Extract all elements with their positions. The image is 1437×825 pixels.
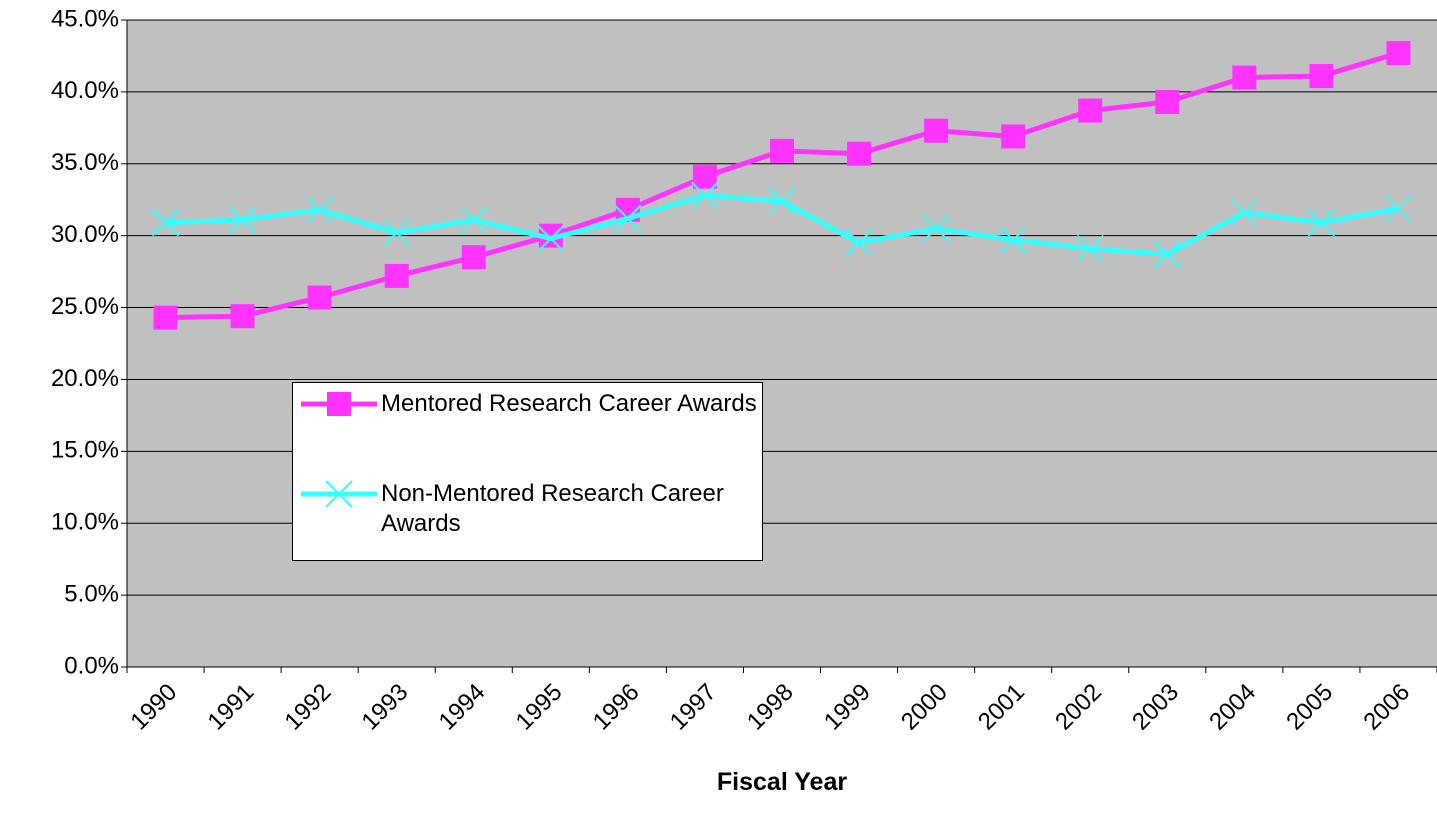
x-tick-label: 2004 xyxy=(1204,679,1261,736)
marker xyxy=(1076,234,1104,263)
x-tick-label: 1990 xyxy=(125,679,182,736)
y-tick-label: 25.0% xyxy=(51,293,119,320)
y-tick-label: 20.0% xyxy=(51,365,119,392)
marker xyxy=(1001,124,1026,149)
x-tick-label: 2003 xyxy=(1127,679,1184,736)
marker xyxy=(1230,198,1259,227)
marker xyxy=(999,226,1027,254)
marker xyxy=(1078,98,1103,123)
marker xyxy=(768,187,796,215)
y-tick-label: 45.0% xyxy=(51,5,119,32)
marker xyxy=(691,181,719,210)
marker xyxy=(153,305,178,330)
marker xyxy=(922,214,950,243)
marker xyxy=(1307,209,1336,237)
marker xyxy=(382,219,411,247)
marker xyxy=(1309,64,1334,89)
x-tick-label: 1992 xyxy=(280,679,337,736)
y-tick-label: 0.0% xyxy=(64,652,119,679)
legend-label: Mentored Research Career Awards xyxy=(381,390,757,417)
marker xyxy=(151,209,180,237)
x-tick-label: 2006 xyxy=(1358,679,1415,736)
marker xyxy=(305,196,334,224)
legend-swatch xyxy=(301,392,377,416)
x-tick-label: 1995 xyxy=(511,679,568,736)
y-tick-label: 10.0% xyxy=(51,509,119,536)
x-tick-label: 1996 xyxy=(588,679,645,736)
x-tick-label: 2000 xyxy=(896,679,953,736)
x-tick-label: 1999 xyxy=(819,679,876,736)
x-axis-title: Fiscal Year xyxy=(717,768,847,796)
y-tick-label: 5.0% xyxy=(64,580,119,607)
x-tick-label: 2001 xyxy=(973,679,1030,736)
legend-entry: Mentored Research Career Awards xyxy=(293,383,762,463)
marker xyxy=(307,285,332,310)
marker xyxy=(1155,89,1180,114)
legend-label: Non-Mentored Research Career Awards xyxy=(381,480,724,537)
y-tick-label: 40.0% xyxy=(51,77,119,104)
marker xyxy=(1384,194,1413,223)
legend-marker-shape xyxy=(327,392,351,416)
legend: Mentored Research Career Awards Non-Mento… xyxy=(292,382,763,561)
marker xyxy=(845,229,873,257)
legend-marker-shape xyxy=(325,480,353,508)
x-tick-label: 1997 xyxy=(665,679,722,736)
marker xyxy=(1386,41,1411,66)
x-tick-label: 1991 xyxy=(202,679,259,736)
marker xyxy=(228,206,257,234)
marker xyxy=(1232,65,1257,90)
marker xyxy=(614,204,642,233)
y-tick-label: 35.0% xyxy=(51,149,119,176)
x-tick-label: 1993 xyxy=(357,679,414,736)
marker xyxy=(384,263,409,288)
marker xyxy=(692,164,717,189)
marker xyxy=(924,118,949,143)
marker xyxy=(1153,240,1181,269)
y-tick-label: 15.0% xyxy=(51,437,119,464)
marker xyxy=(770,138,794,163)
legend-entry: Non-Mentored Research Career Awards xyxy=(293,473,762,553)
x-tick-label: 2002 xyxy=(1050,679,1107,736)
marker xyxy=(847,141,872,166)
marker xyxy=(460,206,488,234)
legend-marker xyxy=(327,392,351,416)
marker xyxy=(461,245,486,270)
marker xyxy=(537,224,565,253)
x-tick-label: 1994 xyxy=(434,679,491,736)
x-tick-label: 1998 xyxy=(742,679,799,736)
legend-marker xyxy=(325,480,353,508)
x-tick-label: 2005 xyxy=(1281,679,1338,736)
legend-swatch xyxy=(301,480,377,508)
y-tick-label: 30.0% xyxy=(51,221,119,248)
plot-area xyxy=(127,20,1437,667)
marker xyxy=(230,304,255,329)
